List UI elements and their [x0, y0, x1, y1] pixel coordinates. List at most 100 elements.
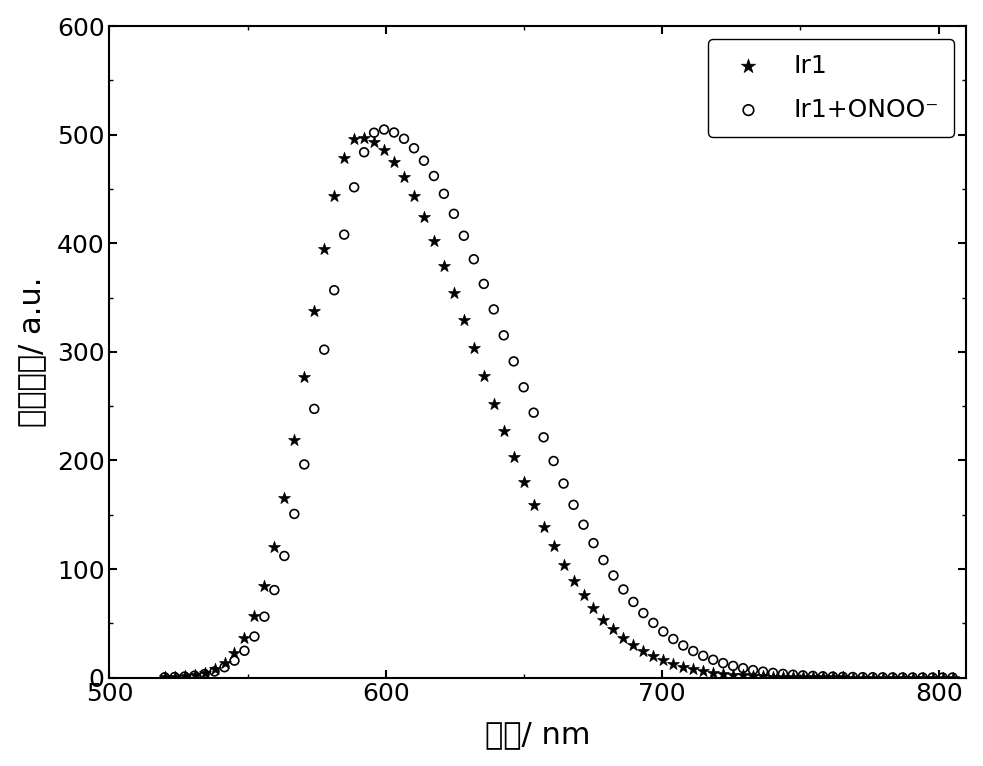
Ir1: [935, 672, 951, 684]
Ir1: [745, 669, 761, 682]
Ir1: [356, 132, 372, 144]
Ir1: [506, 451, 522, 463]
Ir1: [555, 558, 571, 571]
Ir1: [476, 370, 492, 382]
Ir1: [945, 672, 960, 684]
Legend: Ir1, Ir1+ONOO⁻: Ir1, Ir1+ONOO⁻: [709, 38, 954, 136]
Ir1+ONOO⁻: [555, 477, 571, 489]
Ir1+ONOO⁻: [646, 617, 662, 629]
Ir1: [845, 671, 861, 683]
Ir1: [536, 520, 551, 532]
Ir1+ONOO⁻: [565, 499, 581, 511]
Ir1+ONOO⁻: [875, 671, 891, 683]
Ir1: [336, 152, 352, 164]
Ir1+ONOO⁻: [386, 126, 402, 139]
Ir1+ONOO⁻: [706, 653, 722, 666]
Ir1+ONOO⁻: [486, 303, 501, 316]
Ir1+ONOO⁻: [216, 661, 232, 673]
Ir1+ONOO⁻: [615, 583, 631, 595]
Ir1+ONOO⁻: [665, 633, 681, 645]
Ir1+ONOO⁻: [157, 671, 173, 683]
Ir1+ONOO⁻: [406, 142, 422, 155]
Ir1: [216, 656, 232, 669]
Ir1: [615, 632, 631, 644]
Ir1+ONOO⁻: [356, 146, 372, 159]
Ir1: [157, 671, 173, 683]
Ir1: [237, 632, 253, 644]
Ir1+ONOO⁻: [495, 329, 511, 342]
Ir1+ONOO⁻: [336, 228, 352, 241]
Ir1+ONOO⁻: [755, 666, 771, 678]
Ir1+ONOO⁻: [456, 230, 472, 242]
Ir1: [456, 314, 472, 326]
Ir1+ONOO⁻: [506, 355, 522, 368]
Ir1: [416, 211, 432, 223]
Ir1+ONOO⁻: [237, 645, 253, 657]
Ir1+ONOO⁻: [745, 664, 761, 676]
Ir1: [516, 476, 532, 488]
Ir1: [805, 671, 821, 683]
Ir1+ONOO⁻: [376, 123, 392, 136]
Ir1: [755, 670, 771, 683]
Ir1+ONOO⁻: [865, 671, 881, 683]
Ir1+ONOO⁻: [187, 669, 202, 682]
Ir1: [546, 540, 561, 552]
Ir1: [367, 136, 382, 148]
Ir1+ONOO⁻: [307, 403, 322, 415]
Ir1+ONOO⁻: [197, 668, 212, 680]
Ir1: [266, 541, 282, 553]
Ir1+ONOO⁻: [725, 660, 741, 672]
Ir1+ONOO⁻: [845, 671, 861, 683]
Ir1: [466, 342, 482, 355]
Ir1+ONOO⁻: [695, 650, 711, 662]
Ir1+ONOO⁻: [685, 645, 701, 657]
Ir1+ONOO⁻: [206, 666, 222, 678]
Ir1: [735, 669, 751, 682]
Ir1: [446, 286, 462, 299]
Ir1: [904, 672, 920, 684]
Ir1: [167, 671, 183, 683]
Ir1+ONOO⁻: [516, 381, 532, 394]
Ir1+ONOO⁻: [396, 133, 412, 145]
Ir1+ONOO⁻: [855, 671, 871, 683]
Ir1: [396, 172, 412, 184]
Ir1+ONOO⁻: [785, 669, 801, 681]
Ir1: [675, 661, 691, 673]
Ir1+ONOO⁻: [825, 670, 840, 683]
Ir1: [656, 654, 671, 666]
Ir1: [206, 663, 222, 676]
Ir1: [257, 580, 272, 592]
Ir1+ONOO⁻: [536, 431, 551, 444]
Ir1+ONOO⁻: [446, 208, 462, 220]
Ir1+ONOO⁻: [904, 671, 920, 683]
Ir1: [895, 672, 910, 684]
Ir1+ONOO⁻: [227, 654, 243, 666]
Ir1: [695, 665, 711, 677]
Ir1: [665, 658, 681, 670]
Ir1+ONOO⁻: [795, 669, 811, 682]
Ir1+ONOO⁻: [606, 569, 621, 581]
Ir1+ONOO⁻: [177, 670, 193, 683]
X-axis label: 波长/ nm: 波长/ nm: [486, 720, 591, 749]
Ir1+ONOO⁻: [625, 596, 641, 608]
Ir1: [307, 305, 322, 317]
Ir1: [785, 671, 801, 683]
Ir1: [197, 667, 212, 679]
Ir1+ONOO⁻: [815, 670, 831, 683]
Ir1: [286, 434, 302, 447]
Ir1+ONOO⁻: [266, 584, 282, 596]
Ir1: [635, 645, 651, 657]
Ir1: [565, 574, 581, 587]
Ir1: [875, 672, 891, 684]
Ir1+ONOO⁻: [297, 458, 313, 470]
Ir1: [406, 190, 422, 202]
Ir1+ONOO⁻: [257, 611, 272, 623]
Ir1: [187, 669, 202, 681]
Ir1+ONOO⁻: [546, 455, 561, 467]
Ir1: [606, 624, 621, 636]
Ir1: [436, 260, 452, 272]
Ir1: [725, 669, 741, 681]
Ir1+ONOO⁻: [326, 284, 342, 296]
Ir1: [486, 398, 501, 411]
Ir1: [426, 234, 441, 247]
